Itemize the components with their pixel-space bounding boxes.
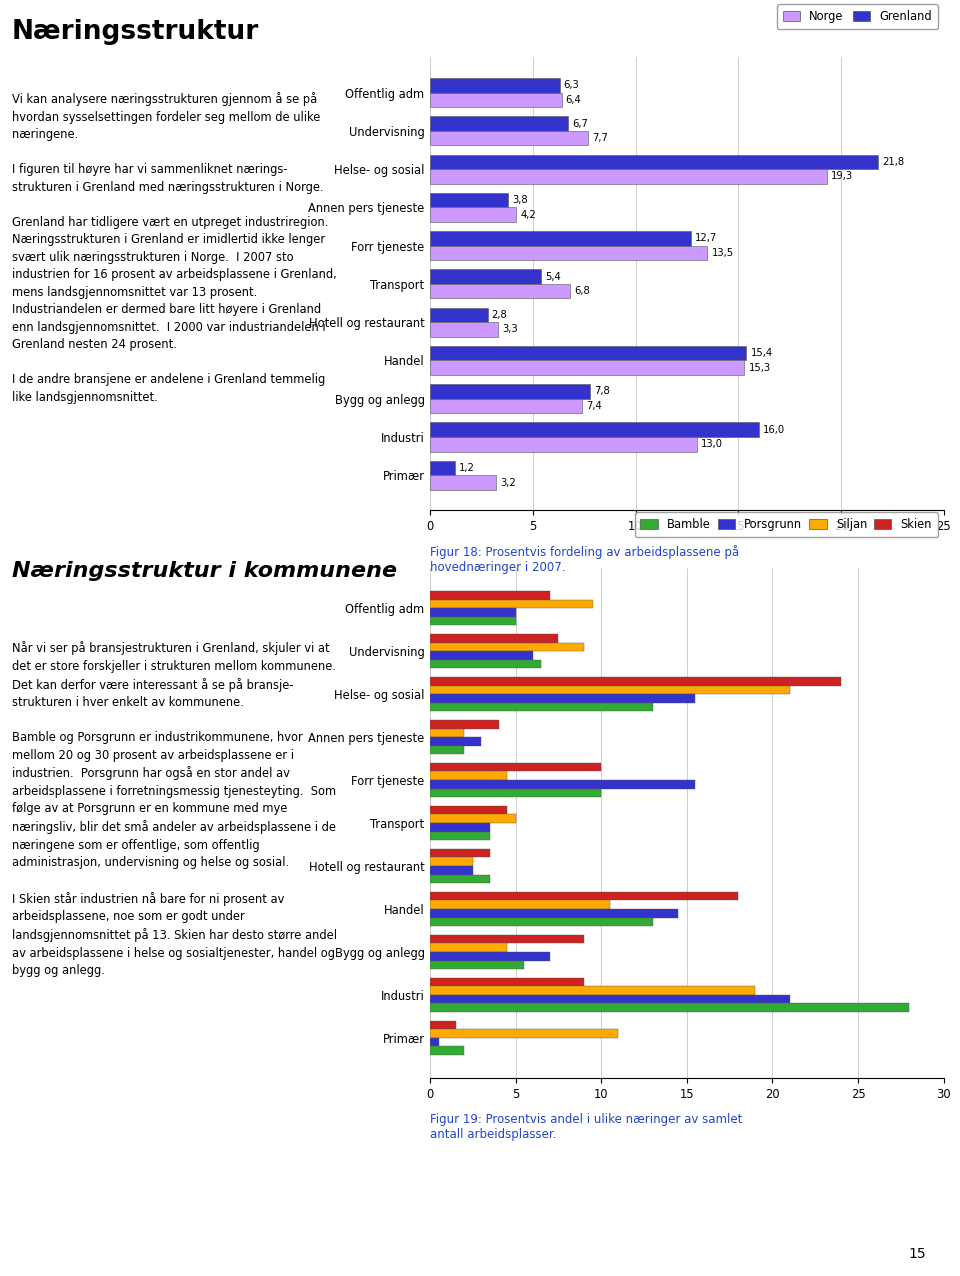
Bar — [430, 475, 495, 490]
Bar — [430, 772, 507, 780]
Bar — [430, 685, 790, 694]
Bar — [430, 1037, 439, 1046]
Bar — [430, 384, 590, 398]
Bar — [430, 909, 679, 917]
Bar — [430, 866, 473, 874]
Bar — [430, 398, 582, 413]
Bar — [430, 789, 601, 798]
Bar — [430, 634, 559, 643]
Bar — [430, 609, 516, 616]
Bar — [430, 591, 550, 600]
Bar — [430, 814, 516, 823]
Bar — [430, 660, 541, 669]
Text: 16,0: 16,0 — [763, 425, 785, 435]
Bar — [430, 832, 490, 840]
Bar — [430, 422, 758, 436]
Bar — [430, 346, 747, 360]
Text: 7,4: 7,4 — [587, 401, 602, 411]
Bar — [430, 461, 455, 475]
Bar — [430, 694, 695, 703]
Bar — [430, 285, 570, 299]
Bar — [430, 917, 653, 926]
Bar — [430, 961, 524, 968]
Bar — [430, 952, 550, 961]
Bar — [430, 651, 533, 660]
Text: Figur 18: Prosentvis fordeling av arbeidsplassene på
hovednæringer i 2007.: Figur 18: Prosentvis fordeling av arbeid… — [430, 545, 739, 574]
Bar — [430, 977, 584, 986]
Text: 5,4: 5,4 — [545, 272, 561, 282]
Bar — [430, 436, 697, 452]
Bar — [430, 986, 756, 995]
Text: 6,4: 6,4 — [565, 94, 582, 105]
Bar — [430, 678, 841, 685]
Text: 2,8: 2,8 — [492, 310, 508, 320]
Text: 3,2: 3,2 — [500, 477, 516, 487]
Text: 15: 15 — [909, 1247, 926, 1261]
Text: 3,8: 3,8 — [513, 195, 528, 205]
Text: Figur 19: Prosentvis andel i ulike næringer av samlet
antall arbeidsplasser.: Figur 19: Prosentvis andel i ulike nærin… — [430, 1113, 742, 1141]
Bar — [430, 703, 653, 711]
Bar — [430, 892, 738, 901]
Text: 12,7: 12,7 — [695, 234, 717, 244]
Text: 19,3: 19,3 — [830, 171, 852, 181]
Bar — [430, 935, 584, 943]
Bar — [430, 729, 465, 738]
Bar — [430, 322, 498, 337]
Legend: Bamble, Porsgrunn, Siljan, Skien: Bamble, Porsgrunn, Siljan, Skien — [635, 513, 938, 537]
Bar — [430, 943, 507, 952]
Bar — [430, 1003, 909, 1012]
Bar — [430, 246, 708, 260]
Text: 13,5: 13,5 — [711, 248, 733, 258]
Bar — [430, 154, 878, 170]
Text: 6,8: 6,8 — [574, 286, 589, 296]
Bar — [430, 116, 567, 131]
Bar — [430, 780, 695, 789]
Bar — [430, 823, 490, 832]
Text: 15,4: 15,4 — [751, 348, 773, 359]
Bar — [430, 1046, 465, 1055]
Bar — [430, 1021, 456, 1030]
Legend: Norge, Grenland: Norge, Grenland — [777, 4, 938, 29]
Bar — [430, 308, 488, 322]
Text: 7,8: 7,8 — [594, 387, 611, 397]
Text: 6,7: 6,7 — [572, 119, 588, 129]
Text: Når vi ser på bransjestrukturen i Grenland, skjuler vi at
det er store forskjell: Når vi ser på bransjestrukturen i Grenla… — [12, 642, 337, 977]
Bar — [430, 643, 584, 651]
Bar — [430, 857, 473, 866]
Text: 3,3: 3,3 — [502, 324, 517, 334]
Bar — [430, 600, 592, 609]
Bar — [430, 193, 508, 208]
Text: Vi kan analysere næringsstrukturen gjennom å se på
hvordan sysselsettingen forde: Vi kan analysere næringsstrukturen gjenn… — [12, 92, 336, 403]
Bar — [430, 763, 601, 772]
Bar — [430, 360, 744, 375]
Bar — [430, 616, 516, 625]
Text: 21,8: 21,8 — [882, 157, 904, 167]
Bar — [430, 995, 790, 1003]
Text: 4,2: 4,2 — [520, 209, 537, 219]
Bar — [430, 901, 610, 909]
Bar — [430, 269, 541, 285]
Bar — [430, 93, 562, 107]
Bar — [430, 849, 490, 857]
Bar — [430, 720, 498, 729]
Text: 6,3: 6,3 — [564, 80, 580, 91]
Bar — [430, 1030, 618, 1037]
Bar — [430, 208, 516, 222]
Bar — [430, 231, 691, 246]
Bar — [430, 738, 481, 745]
Text: 1,2: 1,2 — [459, 463, 474, 473]
Text: Næringsstruktur: Næringsstruktur — [12, 19, 259, 45]
Text: 13,0: 13,0 — [701, 439, 723, 449]
Text: Næringsstruktur i kommunene: Næringsstruktur i kommunene — [12, 561, 396, 582]
Bar — [430, 874, 490, 883]
Bar — [430, 78, 560, 93]
Bar — [430, 170, 827, 184]
Bar — [430, 806, 507, 814]
Text: 15,3: 15,3 — [749, 362, 771, 373]
Bar — [430, 745, 465, 754]
Bar — [430, 131, 588, 145]
Text: 7,7: 7,7 — [592, 133, 609, 143]
